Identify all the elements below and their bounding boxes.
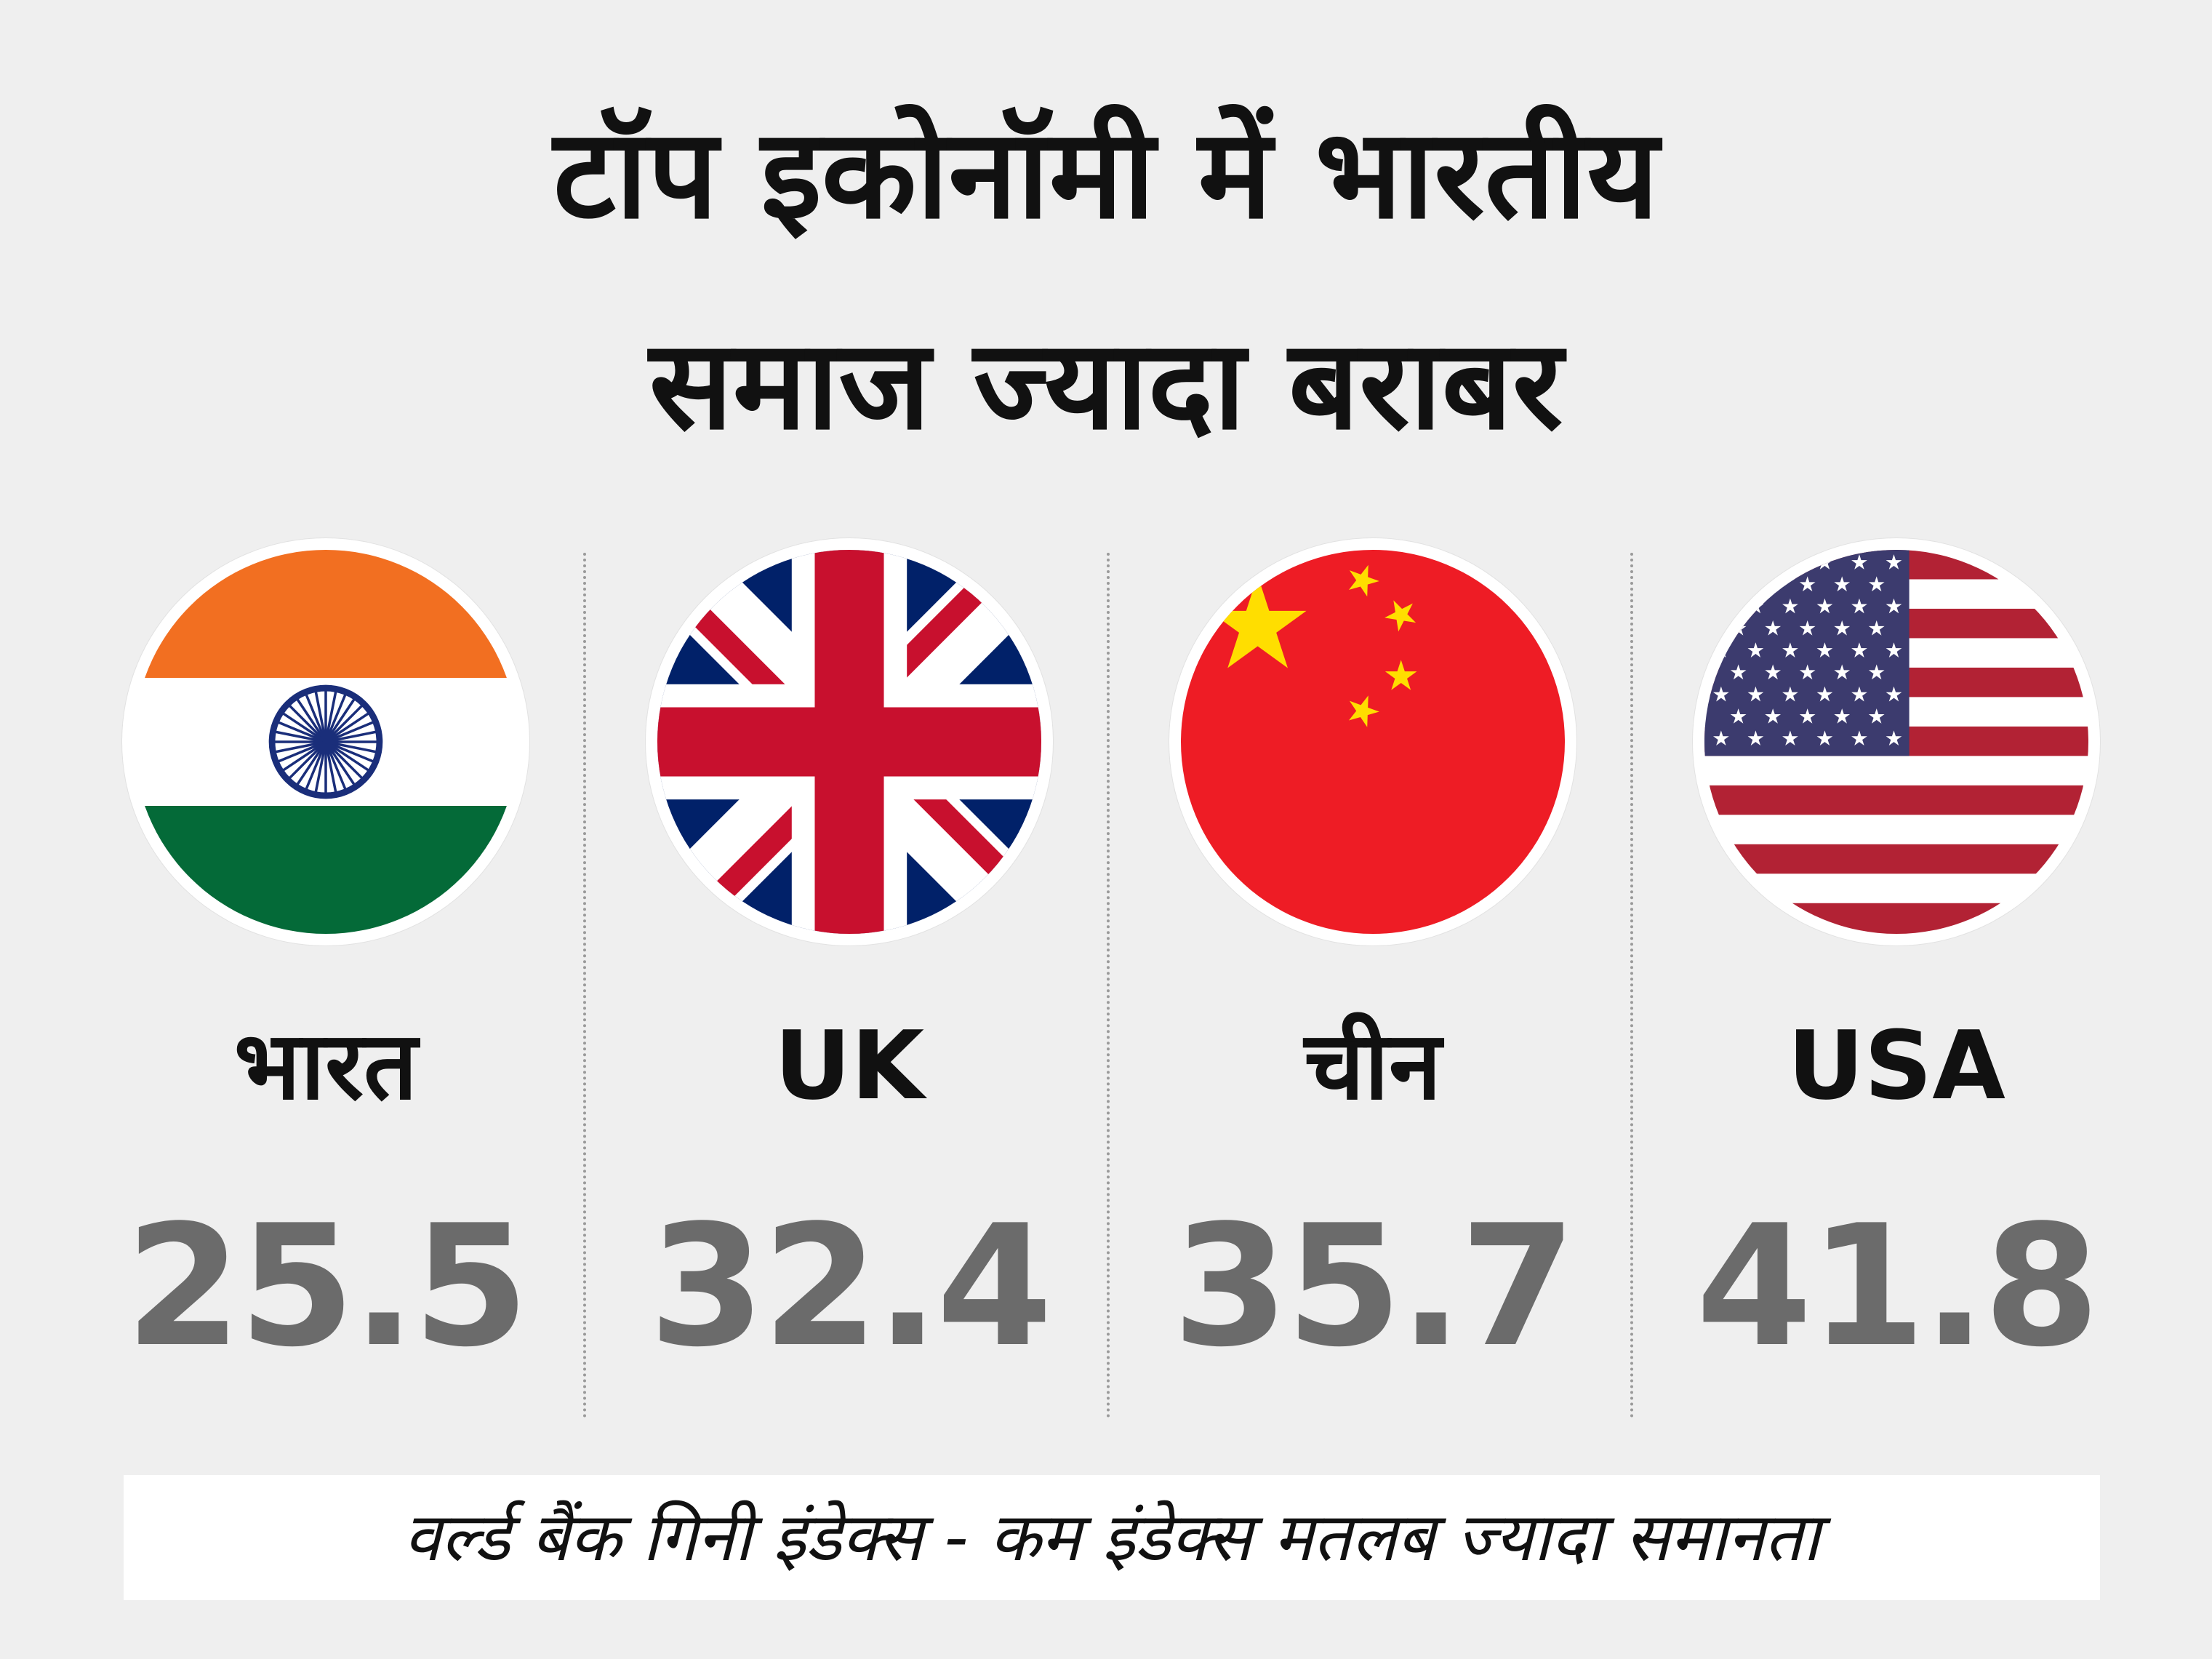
column-divider [1630,553,1633,1418]
country-name: UK [774,1010,925,1121]
gini-value: 25.5 [125,1190,529,1384]
gini-value: 41.8 [1696,1190,2099,1384]
india-flag-icon [122,538,529,946]
country-card-india: भारत 25.5 [64,538,588,1426]
country-card-china: चीन 35.7 [1111,538,1635,1426]
column-divider [1107,553,1110,1418]
country-name: USA [1787,1010,2005,1121]
column-divider [583,553,586,1418]
source-note: वर्ल्ड बैंक गिनी इंडेक्स - कम इंडेक्स मत… [124,1475,2100,1600]
uk-flag-icon [646,538,1053,946]
title-line-1: टॉप इकोनॉमी में भारतीय [553,103,1659,247]
china-flag-icon [1169,538,1576,946]
gini-value: 35.7 [1172,1190,1576,1384]
country-name: चीन [1304,1010,1442,1121]
usa-flag-icon [1693,538,2100,946]
country-name: भारत [233,1010,418,1121]
country-card-uk: UK 32.4 [588,538,1111,1426]
page-title: टॉप इकोनॉमी में भारतीय समाज ज्यादा बराबर [0,69,2212,491]
gini-value: 32.4 [649,1190,1052,1384]
country-card-usa: USA 41.8 [1635,538,2158,1426]
title-line-2: समाज ज्यादा बराबर [649,313,1563,457]
